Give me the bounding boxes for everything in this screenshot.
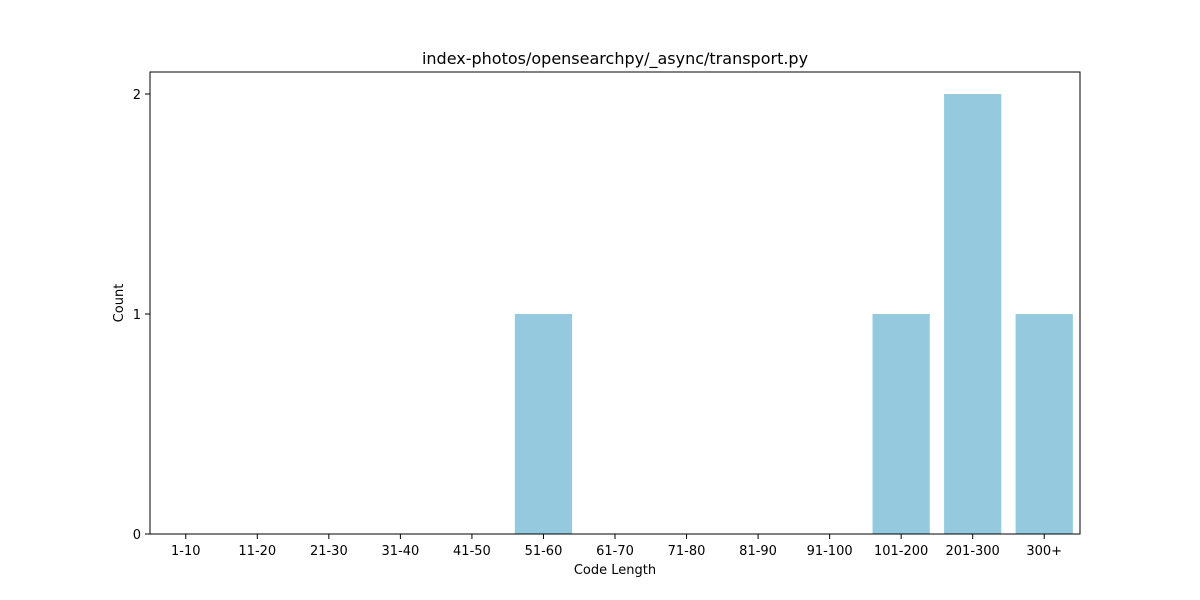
bar-51-60: [514, 314, 573, 534]
y-axis-ticks: 0 1 2: [133, 88, 150, 543]
x-axis-ticks: 1-10 11-20 21-30 31-40 41-50 51-60 61-70 71-80 8…: [171, 534, 1062, 559]
x-tick-label: 300+: [1026, 544, 1062, 559]
chart-title: index-photos/opensearchpy/_async/transpo…: [422, 49, 808, 69]
x-tick-label: 101-200: [874, 544, 928, 559]
bar-201-300: [944, 94, 1002, 534]
bar-101-200: [872, 314, 930, 534]
bar-300+: [1015, 314, 1073, 534]
x-tick-label: 201-300: [946, 544, 1000, 559]
x-tick-label: 51-60: [525, 544, 563, 559]
x-axis-label: Code Length: [574, 563, 656, 578]
x-tick-label: 61-70: [596, 544, 634, 559]
bars-group: [514, 94, 1073, 534]
x-tick-label: 71-80: [668, 544, 706, 559]
y-tick-label: 1: [133, 308, 141, 323]
x-tick-label: 81-90: [739, 544, 777, 559]
x-tick-label: 1-10: [171, 544, 201, 559]
x-tick-label: 41-50: [453, 544, 491, 559]
x-tick-label: 91-100: [807, 544, 853, 559]
y-tick-label: 0: [133, 528, 141, 543]
x-tick-label: 21-30: [310, 544, 348, 559]
x-tick-label: 11-20: [238, 544, 276, 559]
y-tick-label: 2: [133, 88, 141, 103]
y-axis-label: Count: [112, 284, 127, 323]
x-tick-label: 31-40: [381, 544, 419, 559]
